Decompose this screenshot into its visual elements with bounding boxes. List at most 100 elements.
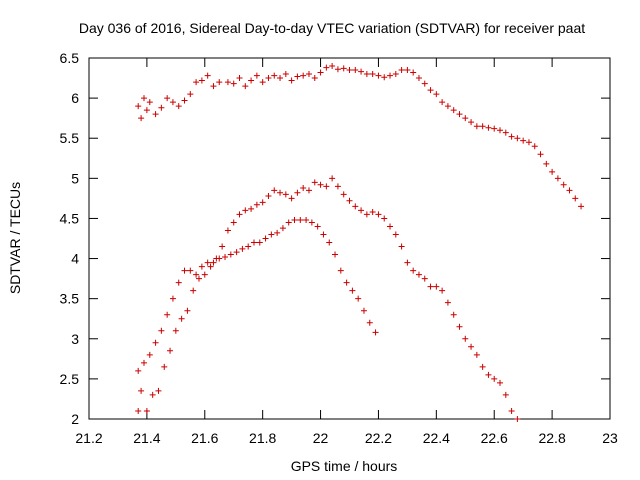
data-point [572, 195, 579, 202]
data-point [279, 225, 286, 232]
data-point [265, 75, 272, 82]
data-point [155, 387, 162, 394]
data-point [277, 189, 284, 196]
data-point [285, 219, 292, 226]
plot-frame [88, 57, 611, 420]
data-series [135, 63, 585, 422]
data-point [323, 64, 330, 71]
data-point [468, 343, 475, 350]
data-point [288, 77, 295, 84]
x-tick-label: 21.8 [249, 430, 276, 446]
data-point [274, 229, 281, 236]
data-point [525, 139, 532, 146]
data-point [140, 95, 147, 102]
y-tick-label: 6 [71, 90, 79, 106]
data-point [164, 95, 171, 102]
data-point [444, 299, 451, 306]
series-3 [135, 175, 521, 422]
data-point [398, 67, 405, 74]
data-point [175, 103, 182, 110]
data-point [181, 267, 188, 274]
data-point [222, 253, 229, 260]
data-point [158, 104, 165, 111]
data-point [138, 387, 145, 394]
data-point [352, 203, 359, 210]
data-point [297, 217, 304, 224]
data-point [369, 71, 376, 78]
x-tick-label: 23 [602, 430, 618, 446]
data-point [543, 160, 550, 167]
data-point [450, 107, 457, 114]
data-point [363, 211, 370, 218]
data-point [352, 67, 359, 74]
data-point [329, 63, 336, 70]
data-point [311, 75, 318, 82]
data-point [479, 363, 486, 370]
data-point [294, 73, 301, 80]
data-point [340, 191, 347, 198]
data-point [294, 189, 301, 196]
data-point [219, 243, 226, 250]
data-point [421, 80, 428, 87]
data-point [250, 239, 257, 246]
data-point [135, 103, 142, 110]
data-point [193, 79, 200, 86]
data-point [485, 124, 492, 131]
y-tick-label: 3.5 [60, 291, 80, 307]
data-point [358, 68, 365, 75]
y-tick-label: 3 [71, 331, 79, 347]
data-point [332, 251, 339, 258]
data-point [300, 184, 307, 191]
data-point [337, 267, 344, 274]
data-point [259, 199, 266, 206]
data-point [462, 335, 469, 342]
data-point [198, 263, 205, 270]
data-point [392, 71, 399, 78]
y-tick-label: 5.5 [60, 130, 80, 146]
data-point [213, 255, 220, 262]
y-tick-label: 2.5 [60, 371, 80, 387]
data-point [508, 407, 515, 414]
data-point [427, 283, 434, 290]
data-point [537, 151, 544, 158]
data-point [198, 77, 205, 84]
data-point [462, 115, 469, 122]
data-point [146, 351, 153, 358]
data-point [248, 77, 255, 84]
data-point [164, 311, 171, 318]
data-point [262, 235, 269, 242]
data-point [314, 223, 321, 230]
data-point [520, 137, 527, 144]
data-point [193, 271, 200, 278]
data-point [207, 263, 214, 270]
data-point [343, 279, 350, 286]
x-tick-label: 22.2 [365, 430, 392, 446]
data-point [181, 97, 188, 104]
data-point [305, 71, 312, 78]
y-tick-label: 5 [71, 170, 79, 186]
data-point [473, 123, 480, 130]
data-point [502, 391, 509, 398]
data-point [230, 219, 237, 226]
data-point [372, 329, 379, 336]
data-point [265, 192, 272, 199]
data-point [268, 231, 275, 238]
data-point [172, 327, 179, 334]
data-point [375, 211, 382, 218]
data-point [277, 75, 284, 82]
data-point [146, 99, 153, 106]
data-point [230, 80, 237, 87]
data-point [303, 217, 310, 224]
data-point [305, 187, 312, 194]
data-point [323, 183, 330, 190]
data-point [392, 231, 399, 238]
data-point [363, 71, 370, 78]
data-point [439, 287, 446, 294]
data-point [358, 207, 365, 214]
data-point [514, 135, 521, 142]
data-point [502, 129, 509, 136]
data-point [317, 181, 324, 188]
data-point [415, 75, 422, 82]
data-point [421, 275, 428, 282]
